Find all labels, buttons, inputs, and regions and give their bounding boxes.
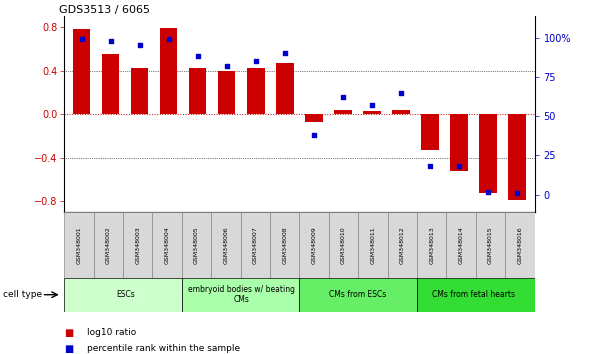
Bar (189, 68, 207, 114)
Point (396, 90, 406, 95)
Bar (160, 28, 177, 114)
Text: GSM348005: GSM348005 (194, 226, 199, 264)
Text: ■: ■ (64, 328, 73, 338)
Bar (102, 54, 119, 114)
Bar (417, 212, 447, 278)
Bar (387, 212, 417, 278)
Point (77, 36, 87, 42)
Bar (364, 111, 381, 114)
Bar (73, 29, 90, 114)
Text: log10 ratio: log10 ratio (87, 328, 137, 337)
Point (106, 38, 115, 44)
Bar (447, 212, 476, 278)
Text: GSM348003: GSM348003 (135, 226, 140, 264)
Text: GSM348012: GSM348012 (400, 226, 405, 264)
Text: GSM348009: GSM348009 (312, 226, 316, 264)
Bar (450, 114, 468, 171)
Bar (241, 212, 270, 278)
Bar (64, 212, 93, 278)
Point (193, 53, 203, 59)
Text: GSM348008: GSM348008 (282, 226, 287, 264)
Point (367, 102, 377, 108)
Bar (505, 212, 535, 278)
Bar (64, 278, 182, 312)
Text: GSM348007: GSM348007 (253, 226, 258, 264)
Text: GSM348004: GSM348004 (164, 226, 170, 264)
Bar (306, 114, 323, 122)
Point (338, 95, 348, 100)
Point (483, 189, 493, 194)
Text: ESCs: ESCs (115, 290, 134, 299)
Text: GSM348015: GSM348015 (488, 226, 493, 264)
Point (164, 36, 174, 42)
Bar (508, 114, 526, 200)
Bar (182, 278, 299, 312)
Bar (329, 212, 358, 278)
Point (135, 42, 145, 48)
Text: cell type: cell type (3, 290, 42, 299)
Bar (211, 212, 241, 278)
Point (280, 50, 290, 56)
Bar (299, 212, 329, 278)
Bar (417, 278, 535, 312)
Bar (182, 212, 211, 278)
Point (454, 164, 464, 169)
Bar (476, 212, 505, 278)
Text: GDS3513 / 6065: GDS3513 / 6065 (59, 5, 150, 15)
Point (251, 58, 261, 64)
Text: GSM348016: GSM348016 (518, 226, 522, 264)
Bar (131, 68, 148, 114)
Text: GSM348010: GSM348010 (341, 226, 346, 264)
Point (222, 63, 232, 69)
Text: GSM348013: GSM348013 (429, 226, 434, 264)
Bar (152, 212, 182, 278)
Text: embryoid bodies w/ beating
CMs: embryoid bodies w/ beating CMs (188, 285, 295, 304)
Bar (480, 114, 497, 193)
Text: GSM348006: GSM348006 (224, 226, 229, 264)
Text: CMs from ESCs: CMs from ESCs (329, 290, 386, 299)
Text: percentile rank within the sample: percentile rank within the sample (87, 344, 241, 353)
Text: GSM348002: GSM348002 (106, 226, 111, 264)
Bar (276, 63, 293, 114)
Bar (247, 68, 265, 114)
Text: GSM348014: GSM348014 (459, 226, 464, 264)
Bar (422, 114, 439, 150)
Bar (123, 212, 152, 278)
Bar (93, 212, 123, 278)
Text: GSM348001: GSM348001 (76, 226, 81, 264)
Bar (358, 212, 387, 278)
Text: GSM348011: GSM348011 (370, 226, 375, 264)
Point (309, 132, 319, 138)
Text: CMs from fetal hearts: CMs from fetal hearts (432, 290, 515, 299)
Bar (392, 110, 410, 114)
Bar (299, 278, 417, 312)
Bar (270, 212, 299, 278)
Bar (218, 70, 235, 114)
Point (512, 190, 522, 196)
Bar (334, 110, 352, 114)
Text: ■: ■ (64, 344, 73, 354)
Point (425, 164, 435, 169)
